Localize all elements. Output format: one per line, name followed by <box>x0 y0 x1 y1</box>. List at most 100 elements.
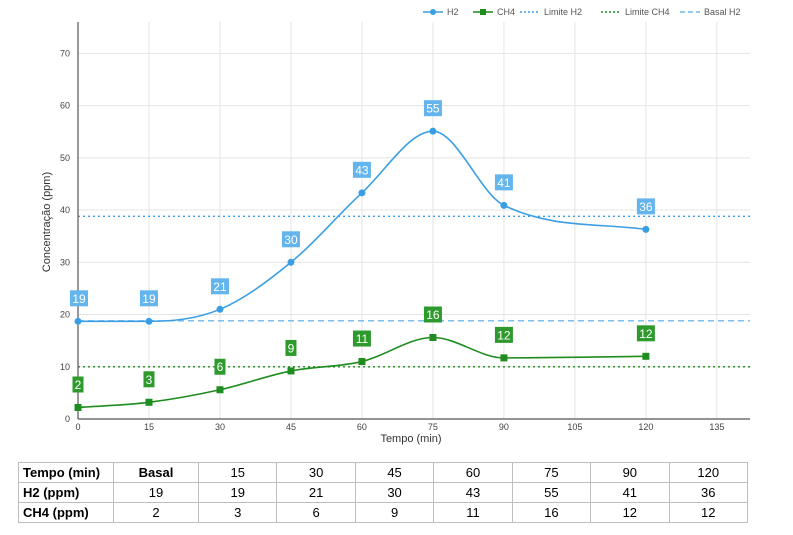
x-tick-label: 75 <box>428 422 438 432</box>
x-axis-title: Tempo (min) <box>380 433 441 445</box>
ch4-point <box>429 334 437 342</box>
reference-lines <box>78 215 750 368</box>
legend-label: Limite CH4 <box>625 7 670 17</box>
y-tick-label: 30 <box>60 257 70 267</box>
x-tick-label: 120 <box>638 422 653 432</box>
y-tick-label: 10 <box>60 362 70 372</box>
h2-point <box>74 317 82 325</box>
h2-data-label-box <box>423 100 442 117</box>
data-table-body: Tempo (min) Basal 15 30 45 60 75 90 120 H2 (ppm) 1… <box>18 462 749 523</box>
table-cell: 2 <box>113 502 199 523</box>
ch4-data-label: 12 <box>497 328 511 342</box>
h2-data-label: 41 <box>497 176 511 190</box>
h2-data-label-box <box>139 290 158 307</box>
series-layer <box>74 127 650 412</box>
table-row: H2 (ppm) 19 19 21 30 43 55 41 36 <box>18 482 749 503</box>
h2-data-label: 43 <box>355 163 369 177</box>
legend-label: H2 <box>447 7 459 17</box>
table-row: Tempo (min) Basal 15 30 45 60 75 90 120 <box>18 462 749 483</box>
ch4-point <box>287 367 295 375</box>
table-cell: 21 <box>276 482 356 503</box>
h2-data-label-box <box>494 174 513 191</box>
table-row-header: Tempo (min) <box>18 462 114 483</box>
table-cell: 30 <box>354 482 435 503</box>
table-cell: 55 <box>511 482 592 503</box>
x-tick-label: 90 <box>499 422 509 432</box>
legend-label: CH4 <box>497 7 515 17</box>
table-cell: 15 <box>197 462 278 483</box>
table-cell: 60 <box>433 462 513 483</box>
table-row: CH4 (ppm) 2 3 6 9 11 16 12 12 <box>18 502 749 523</box>
table-cell: 12 <box>668 502 749 523</box>
ch4-data-label: 9 <box>288 341 295 355</box>
h2-data-label: 30 <box>284 233 298 247</box>
h2-point <box>145 317 153 325</box>
table-cell: 90 <box>590 462 670 483</box>
h2-point <box>358 189 366 197</box>
h2-data-label-box <box>70 290 88 307</box>
x-tick-label: 30 <box>215 422 225 432</box>
y-tick-label: 20 <box>60 310 70 320</box>
table-cell: 6 <box>276 502 356 523</box>
h2-data-label-box <box>636 198 655 215</box>
h2-data-label: 36 <box>639 200 653 214</box>
ch4-data-label-box <box>636 325 655 342</box>
h2-point <box>500 201 508 209</box>
h2-point <box>216 305 224 313</box>
ch4-data-label: 6 <box>217 360 224 374</box>
axes: 0 10 20 30 40 50 60 70 0 15 30 45 60 75 90 105 120 135 <box>60 22 750 432</box>
table-row-header: CH4 (ppm) <box>18 502 114 523</box>
h2-data-label: 19 <box>142 292 156 306</box>
h2-data-label-box <box>210 278 229 295</box>
h2-data-label: 19 <box>72 292 86 306</box>
legend-marker <box>430 9 436 15</box>
legend-label: Basal H2 <box>704 7 741 17</box>
h2-data-label-box <box>352 161 371 178</box>
x-tick-label: 0 <box>75 422 80 432</box>
legend: H2 CH4 Limite H2 Limite CH4 Basal H2 <box>423 7 741 17</box>
h2-data-label-box <box>281 231 300 248</box>
ch4-point <box>500 354 508 362</box>
table-cell: 19 <box>113 482 199 503</box>
h2-point <box>429 127 437 135</box>
y-tick-label: 50 <box>60 153 70 163</box>
h2-point <box>642 225 650 233</box>
ch4-point <box>216 386 224 394</box>
data-table: Tempo (min) Basal 15 30 45 60 75 90 120 H2 (ppm) 1… <box>18 462 749 523</box>
ch4-data-label: 2 <box>75 378 82 392</box>
ch4-point <box>145 398 153 406</box>
h2-point <box>287 258 295 266</box>
table-cell: 30 <box>276 462 356 483</box>
table-row-header: H2 (ppm) <box>18 482 114 503</box>
table-cell: 16 <box>511 502 592 523</box>
table-cell: 9 <box>354 502 435 523</box>
table-cell: 36 <box>668 482 749 503</box>
ch4-data-label-box <box>494 326 513 343</box>
table-cell: 43 <box>433 482 513 503</box>
table-cell: 12 <box>590 502 670 523</box>
ch4-data-label-box <box>143 371 155 388</box>
table-cell: 3 <box>197 502 278 523</box>
h2-data-label: 55 <box>426 102 440 116</box>
ch4-data-label-box <box>72 376 84 393</box>
y-tick-label: 0 <box>65 414 70 424</box>
table-cell: Basal <box>113 462 199 483</box>
ch4-point <box>642 352 650 360</box>
table-cell: 19 <box>197 482 278 503</box>
ch4-point <box>74 404 82 412</box>
x-tick-label: 15 <box>144 422 154 432</box>
ch4-data-label-box <box>214 358 226 375</box>
y-tick-label: 70 <box>60 48 70 58</box>
table-cell: 75 <box>511 462 592 483</box>
x-tick-label: 135 <box>709 422 724 432</box>
ch4-data-label: 16 <box>426 308 440 322</box>
ch4-data-label: 11 <box>356 332 369 346</box>
ch4-data-label: 3 <box>146 373 153 387</box>
table-cell: 45 <box>354 462 435 483</box>
table-cell: 120 <box>668 462 749 483</box>
y-tick-label: 40 <box>60 205 70 215</box>
x-tick-label: 105 <box>567 422 582 432</box>
ch4-data-label-box <box>423 306 442 323</box>
table-cell: 41 <box>590 482 670 503</box>
